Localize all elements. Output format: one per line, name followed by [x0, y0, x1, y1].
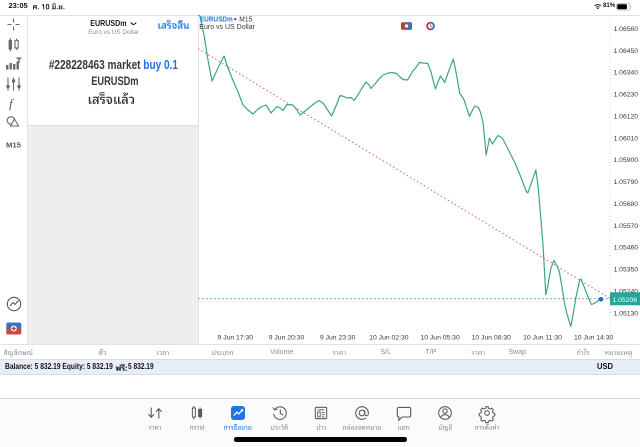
svg-text:1.06230: 1.06230 — [614, 92, 639, 99]
svg-text:1.05240: 1.05240 — [614, 288, 639, 295]
svg-text:9 Jun 17:30: 9 Jun 17:30 — [218, 335, 254, 342]
svg-text:Euro vs US Dollar: Euro vs US Dollar — [199, 24, 255, 31]
svg-text:1.05680: 1.05680 — [614, 201, 639, 208]
svg-text:1.05790: 1.05790 — [614, 179, 639, 186]
svg-text:1.06560: 1.06560 — [614, 26, 639, 33]
svg-text:10 Jun 08:30: 10 Jun 08:30 — [472, 335, 512, 342]
svg-text:1.05460: 1.05460 — [614, 245, 639, 252]
svg-text:10 Jun 05:30: 10 Jun 05:30 — [420, 335, 460, 342]
svg-text:10 Jun 11:30: 10 Jun 11:30 — [523, 335, 562, 342]
svg-text:1.05130: 1.05130 — [614, 310, 639, 317]
svg-text:1.05350: 1.05350 — [614, 267, 639, 274]
svg-text:f: f — [9, 96, 15, 111]
svg-text:EURUSDm: EURUSDm — [200, 15, 233, 23]
svg-text:1.06120: 1.06120 — [614, 114, 639, 121]
svg-text:9 Jun 20:30: 9 Jun 20:30 — [269, 335, 305, 342]
svg-text:1.05570: 1.05570 — [614, 223, 639, 230]
svg-text:M15: M15 — [239, 15, 252, 23]
svg-text:1.05206: 1.05206 — [613, 297, 638, 304]
svg-text:10 Jun 14:30: 10 Jun 14:30 — [574, 335, 614, 342]
svg-text:1.06340: 1.06340 — [614, 70, 639, 77]
svg-text:1.06010: 1.06010 — [614, 135, 639, 142]
svg-text:10 Jun 02:30: 10 Jun 02:30 — [369, 335, 409, 342]
svg-text:1.06450: 1.06450 — [614, 48, 639, 55]
svg-text:1.05900: 1.05900 — [614, 157, 639, 164]
svg-text:M15: M15 — [6, 141, 22, 150]
svg-text:9 Jun 23:30: 9 Jun 23:30 — [320, 335, 356, 342]
